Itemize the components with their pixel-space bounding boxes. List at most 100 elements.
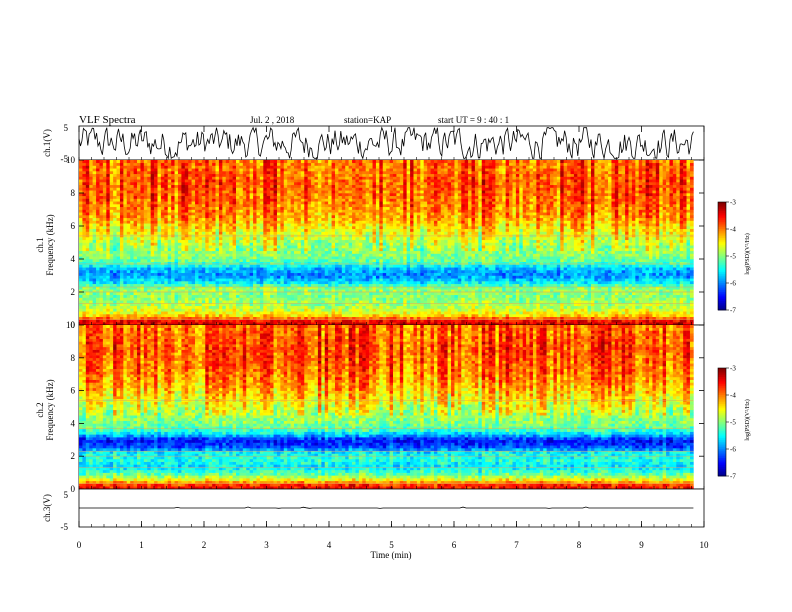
spectrogram-cell (284, 284, 288, 287)
spectrogram-cell (335, 174, 339, 177)
spectrogram-cell (185, 267, 189, 270)
spectrogram-cell (260, 298, 264, 301)
spectrogram-cell (345, 306, 349, 309)
spectrogram-cell (185, 259, 189, 262)
spectrogram-cell (318, 163, 322, 166)
spectrogram-cell (127, 193, 131, 196)
spectrogram-cell (113, 207, 117, 210)
spectrogram-cell (192, 276, 196, 279)
spectrogram-cell (144, 284, 148, 287)
spectrogram-cell (137, 265, 141, 268)
spectrogram-cell (209, 163, 213, 166)
spectrogram-cell (325, 160, 329, 163)
spectrogram-cell (318, 298, 322, 301)
spectrogram-cell (301, 226, 305, 229)
spectrogram-cell (226, 229, 230, 232)
spectrogram-cell (110, 218, 114, 221)
spectrogram-cell (216, 248, 220, 251)
spectrogram-cell (158, 259, 162, 262)
spectrogram-cell (233, 306, 237, 309)
spectrogram-cell (164, 243, 168, 246)
spectrogram-cell (349, 262, 353, 265)
spectrogram-cell (144, 306, 148, 309)
spectrogram-cell (222, 240, 226, 243)
spectrogram-cell (263, 245, 267, 248)
spectrogram-cell (359, 210, 363, 213)
spectrogram-cell (332, 265, 336, 268)
spectrogram-cell (280, 196, 284, 199)
spectrogram-cell (311, 243, 315, 246)
spectrogram-cell (79, 306, 83, 309)
spectrogram-cell (147, 199, 151, 202)
spectrogram-cell (130, 226, 134, 229)
spectrogram-cell (263, 248, 267, 251)
spectrogram-cell (297, 298, 301, 301)
spectrogram-cell (243, 210, 247, 213)
spectrogram-cell (256, 284, 260, 287)
spectrogram-cell (297, 160, 301, 163)
spectrogram-cell (188, 190, 192, 193)
spectrogram-cell (106, 199, 110, 202)
spectrogram-cell (113, 212, 117, 215)
spectrogram-cell (359, 278, 363, 281)
spectrogram-cell (127, 223, 131, 226)
spectrogram-cell (219, 160, 223, 163)
spectrogram-cell (96, 237, 100, 240)
spectrogram-cell (297, 177, 301, 180)
spectrogram-cell (151, 182, 155, 185)
spectrogram-cell (287, 215, 291, 218)
spectrogram-cell (226, 215, 230, 218)
spectrogram-cell (260, 273, 264, 276)
spectrogram-cell (229, 232, 233, 235)
spectrogram-cell (106, 243, 110, 246)
spectrogram-cell (342, 278, 346, 281)
spectrogram-cell (123, 166, 127, 169)
spectrogram-cell (82, 182, 86, 185)
spectrogram-cell (103, 292, 107, 295)
spectrogram-cell (158, 295, 162, 298)
spectrogram-cell (263, 311, 267, 314)
spectrogram-cell (263, 210, 267, 213)
spectrogram-cell (164, 196, 168, 199)
spectrogram-cell (110, 284, 114, 287)
spectrogram-cell (352, 215, 356, 218)
spectrogram-cell (308, 188, 312, 191)
spectrogram-cell (120, 270, 124, 273)
spectrogram-cell (297, 193, 301, 196)
spectrogram-cell (246, 284, 250, 287)
spectrogram-cell (297, 212, 301, 215)
spectrogram-cell (130, 160, 134, 163)
spectrogram-cell (263, 237, 267, 240)
spectrogram-cell (137, 251, 141, 254)
spectrogram-cell (103, 248, 107, 251)
spectrogram-cell (96, 273, 100, 276)
spectrogram-cell (287, 160, 291, 163)
spectrogram-cell (263, 259, 267, 262)
spectrogram-cell (86, 284, 90, 287)
spectrogram-cell (175, 256, 179, 259)
spectrogram-cell (130, 229, 134, 232)
spectrogram-cell (106, 204, 110, 207)
spectrogram-cell (192, 160, 196, 163)
spectrogram-cell (274, 276, 278, 279)
spectrogram-cell (96, 309, 100, 312)
spectrogram-cell (147, 265, 151, 268)
spectrogram-cell (164, 284, 168, 287)
spectrogram-cell (188, 221, 192, 224)
spectrogram-cell (342, 177, 346, 180)
spectrogram-cell (355, 306, 359, 309)
spectrogram-cell (192, 168, 196, 171)
spectrogram-cell (315, 204, 319, 207)
spectrogram-cell (284, 273, 288, 276)
spectrogram-cell (304, 185, 308, 188)
spectrogram-cell (328, 221, 332, 224)
spectrogram-cell (318, 232, 322, 235)
spectrogram-cell (308, 226, 312, 229)
spectrogram-cell (137, 278, 141, 281)
spectrogram-cell (239, 309, 243, 312)
spectrogram-cell (352, 221, 356, 224)
spectrogram-cell (328, 270, 332, 273)
spectrogram-cell (355, 199, 359, 202)
spectrogram-cell (325, 237, 329, 240)
spectrogram-cell (154, 245, 158, 248)
